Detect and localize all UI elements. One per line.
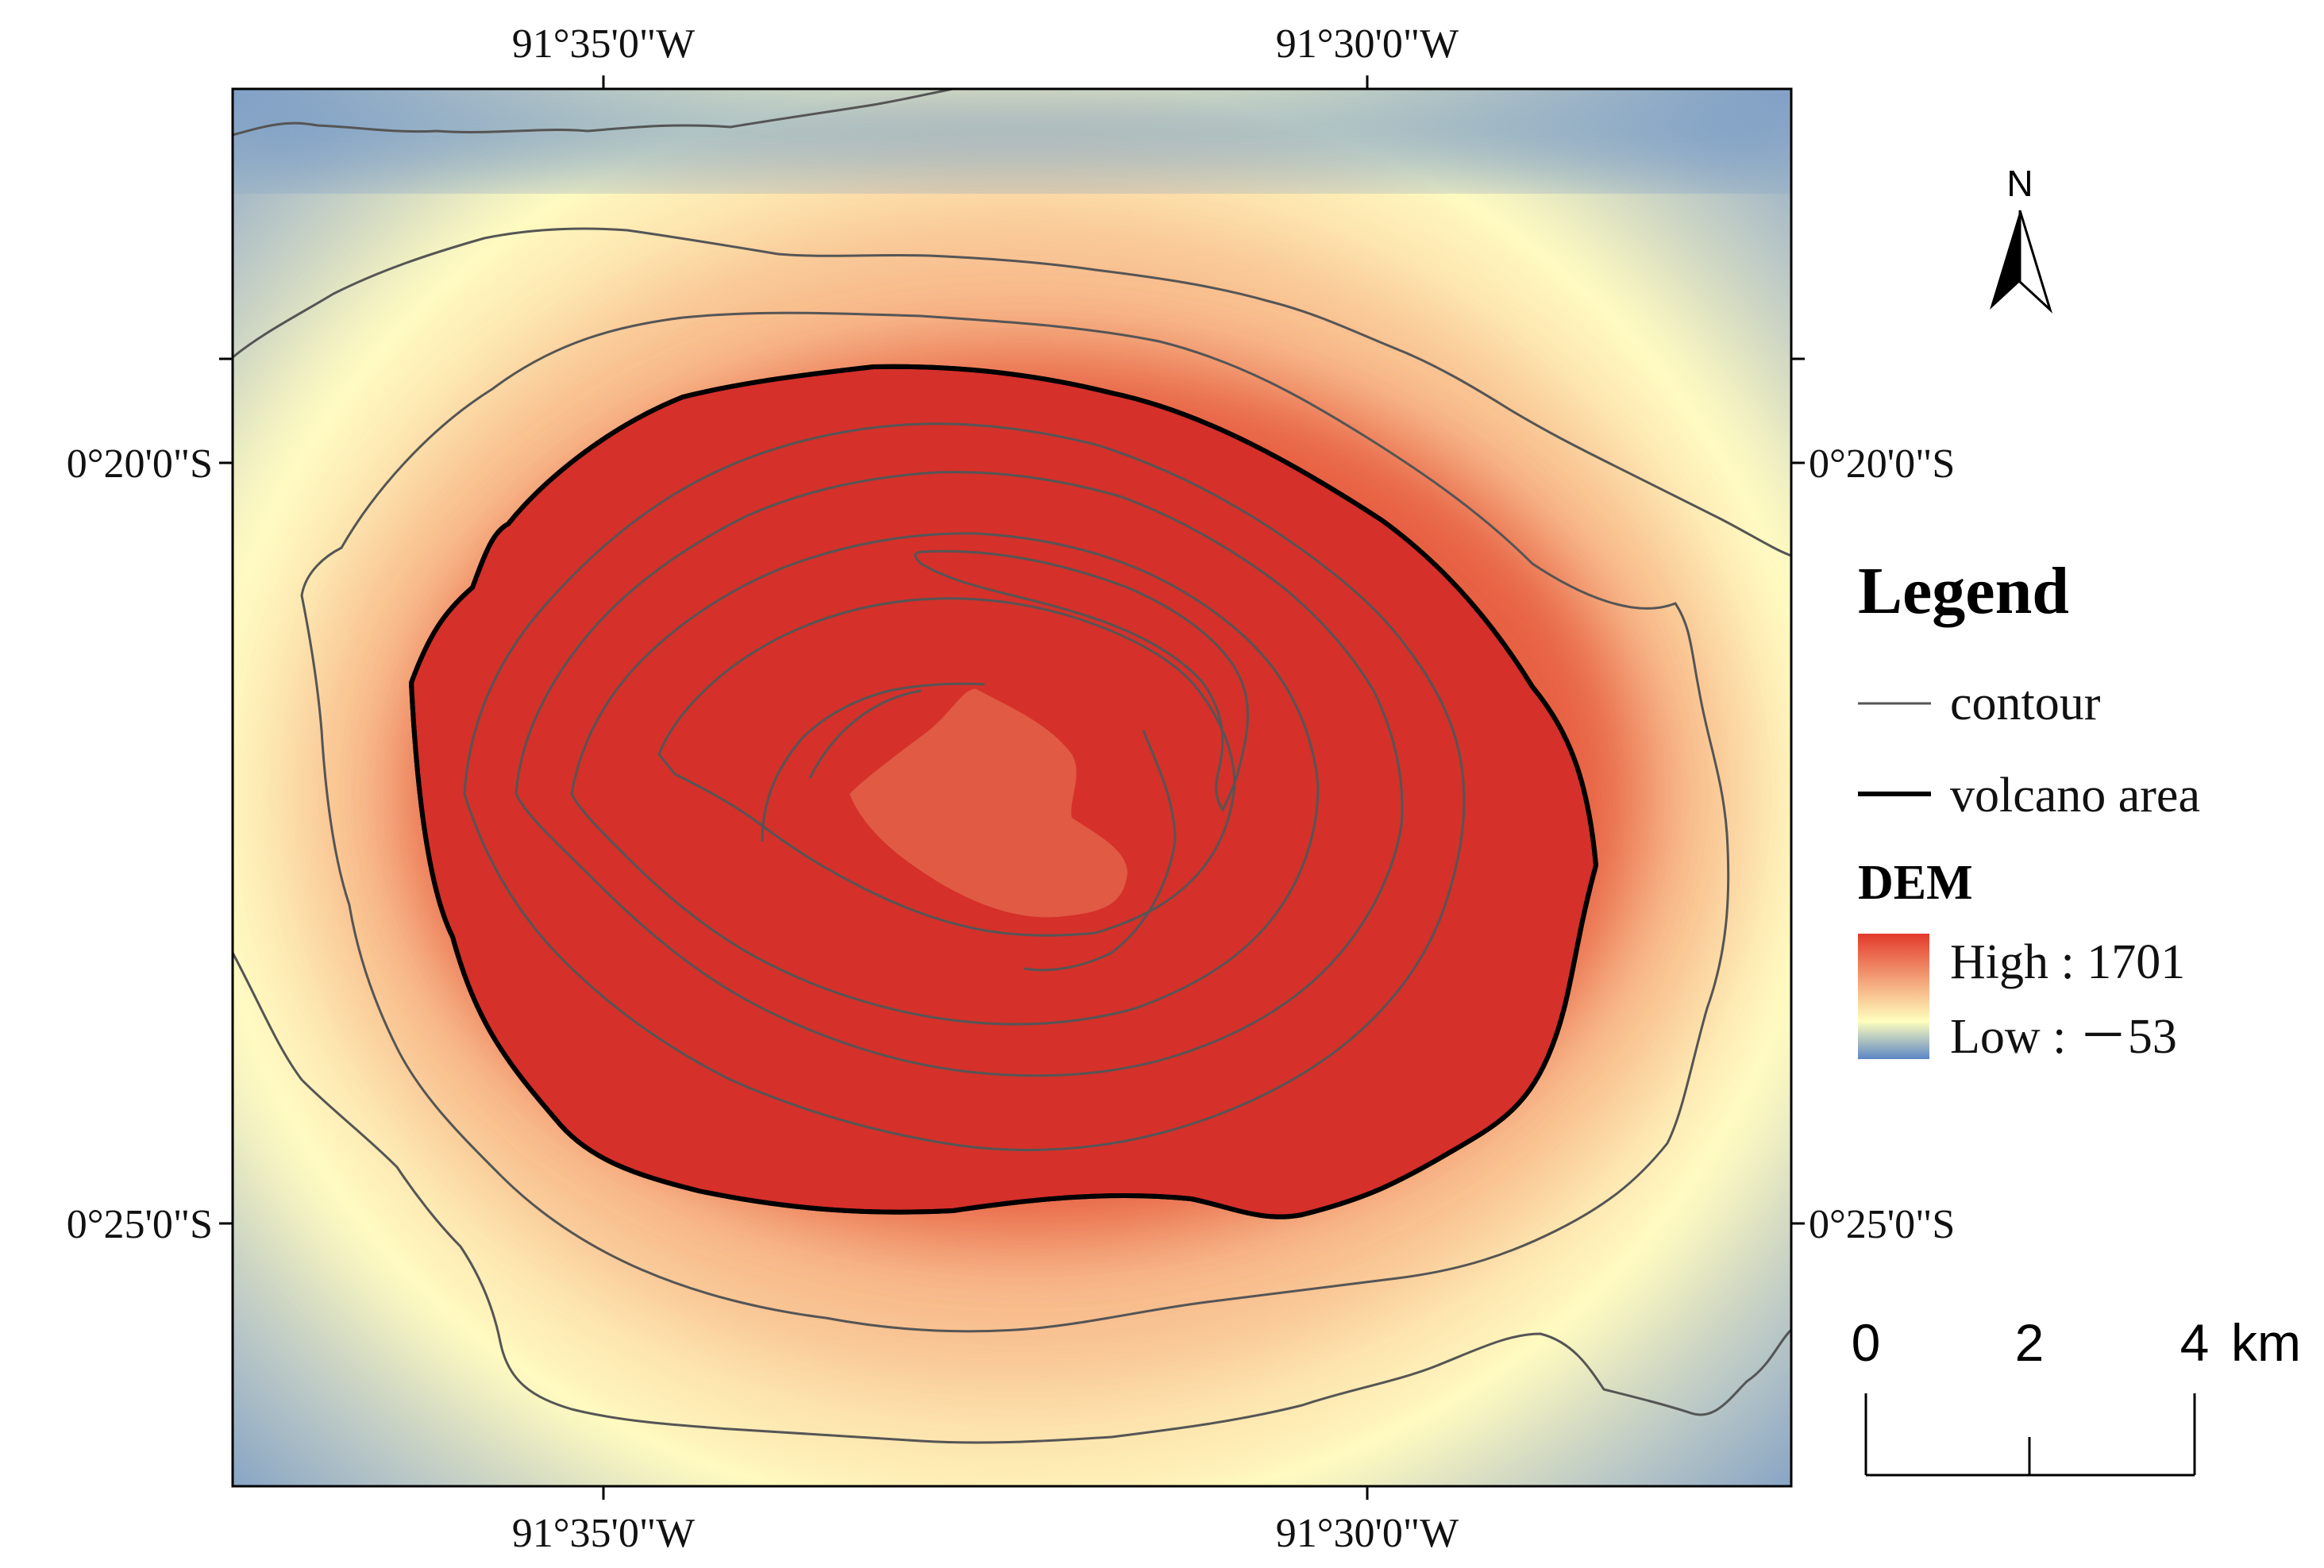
top-lon-label-2: 91°30'0"W xyxy=(1276,21,1459,67)
volcano-area-outline xyxy=(408,364,1599,1219)
top-lon-label-1: 91°35'0"W xyxy=(512,21,695,67)
volcano-legend-label: volcano area xyxy=(1950,769,2200,823)
map-frame xyxy=(231,87,1793,1488)
left-lat-label-2: 0°25'0"S xyxy=(67,1202,213,1247)
legend: Legend contour volcano area DEM High : 1… xyxy=(1858,554,2200,1064)
scale-tick-0: 0 xyxy=(1852,1313,1881,1372)
right-lat-label-2: 0°25'0"S xyxy=(1809,1202,1955,1247)
scale-tick-4: 4 xyxy=(2180,1313,2210,1372)
contour-lines xyxy=(233,89,1791,1444)
contour-legend-label: contour xyxy=(1950,676,2101,730)
north-arrow-icon xyxy=(1990,210,2020,310)
scale-unit: km xyxy=(2231,1313,2301,1372)
dem-legend-title: DEM xyxy=(1858,856,1973,910)
dem-low-label: Low : －53 xyxy=(1950,1010,2177,1064)
legend-title: Legend xyxy=(1858,554,2069,628)
dem-color-ramp xyxy=(1858,934,1929,1059)
scale-tick-2: 2 xyxy=(2015,1313,2045,1372)
crater xyxy=(850,688,1127,918)
left-lat-label-1: 0°20'0"S xyxy=(67,441,213,487)
graticule-ticks xyxy=(219,75,1805,1500)
bottom-lon-label-1: 91°35'0"W xyxy=(512,1511,695,1556)
scale-bar: 0 2 4 km xyxy=(1852,1313,2301,1477)
dem-high-label: High : 1701 xyxy=(1950,935,2185,989)
north-label: N xyxy=(2006,163,2033,204)
north-arrow-icon-right xyxy=(2018,210,2053,314)
bottom-lon-label-2: 91°30'0"W xyxy=(1276,1511,1459,1556)
north-arrow: N xyxy=(1990,163,2053,314)
right-lat-label-1: 0°20'0"S xyxy=(1809,441,1955,487)
